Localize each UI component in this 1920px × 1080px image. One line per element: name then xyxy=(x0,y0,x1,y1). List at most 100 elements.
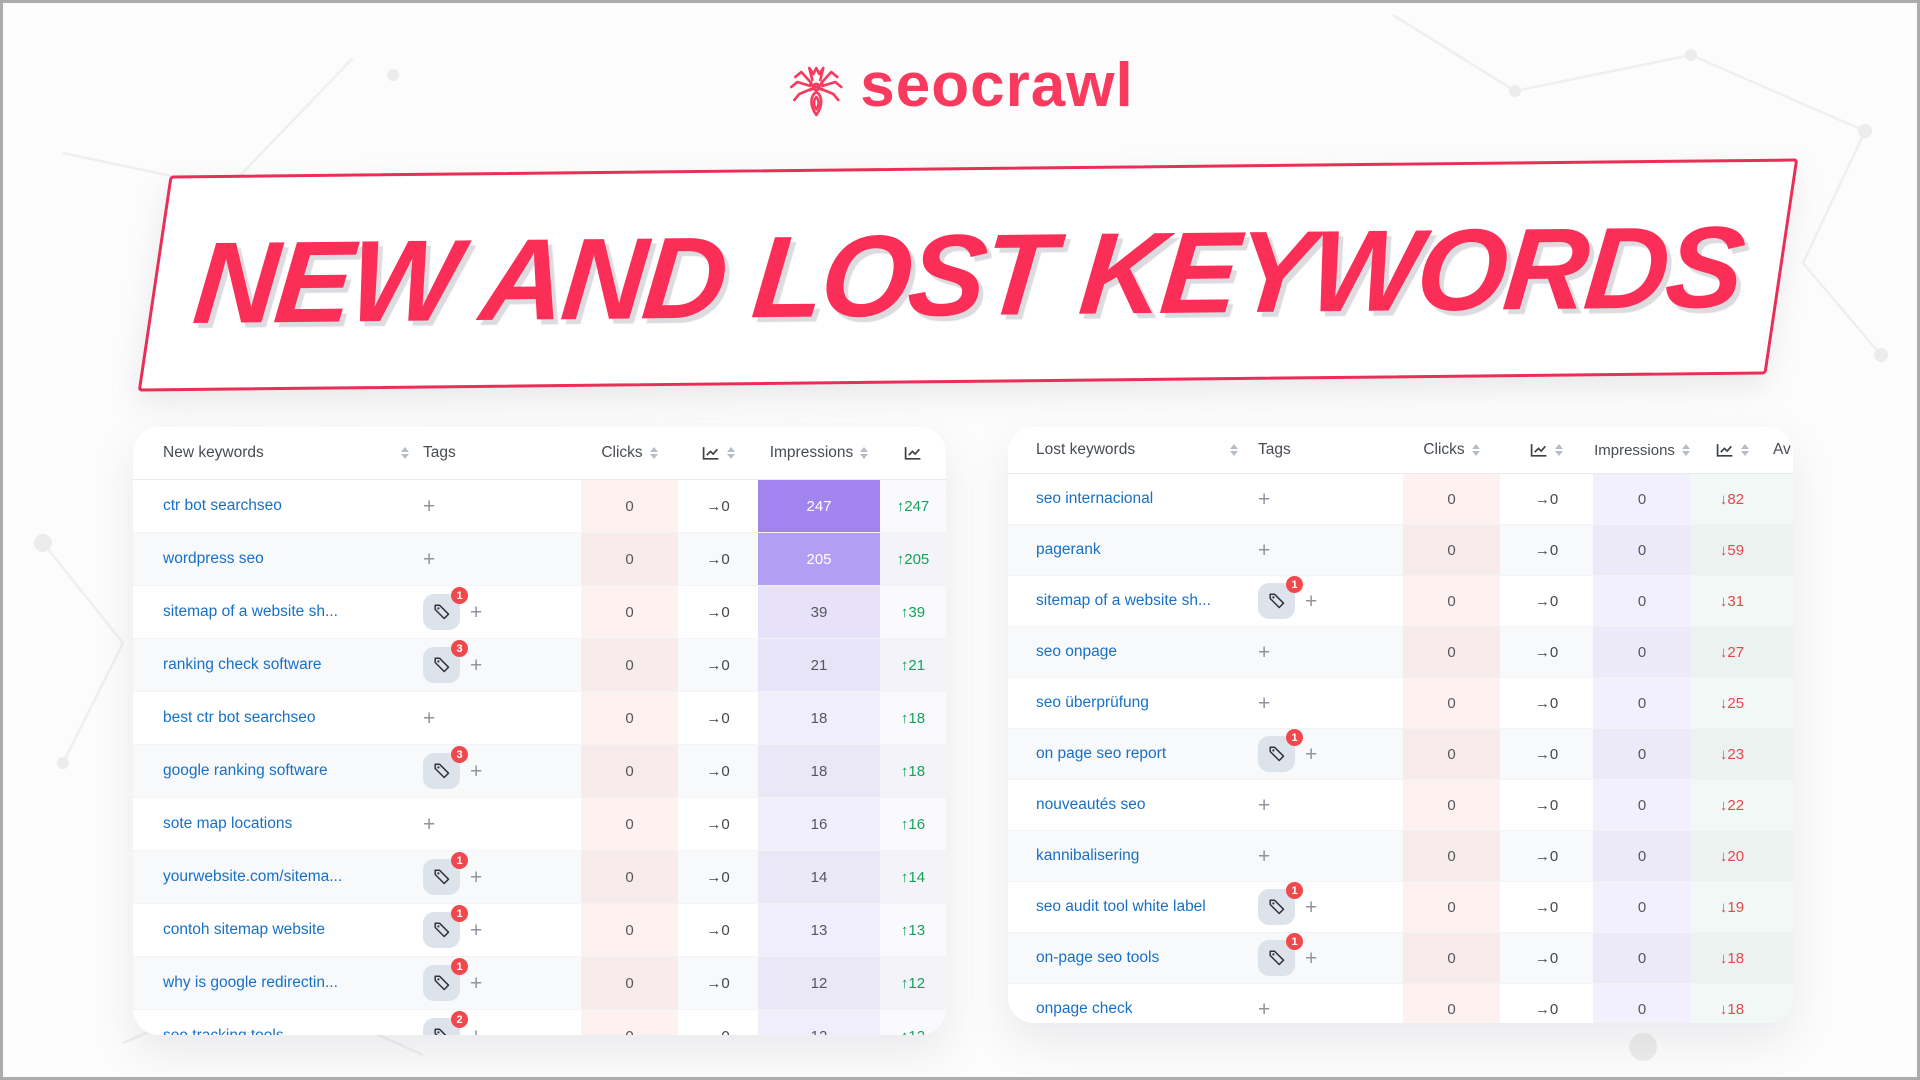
sort-icon[interactable] xyxy=(1740,444,1749,456)
sort-icon[interactable] xyxy=(401,447,409,459)
add-tag-button[interactable]: + xyxy=(1258,538,1271,562)
column-header-clicks[interactable]: Clicks xyxy=(581,427,678,479)
add-tag-button[interactable]: + xyxy=(423,494,436,518)
impressions-value: 247 xyxy=(806,497,832,515)
table-row: best ctr bot searchseo + 0 →0 18 ↑18 xyxy=(133,691,946,744)
keyword-link[interactable]: sitemap of a website sh... xyxy=(1036,592,1211,609)
keyword-link[interactable]: wordpress seo xyxy=(163,550,264,567)
column-header-new-keywords[interactable]: New keywords xyxy=(133,427,423,479)
add-tag-button[interactable]: + xyxy=(1305,742,1318,766)
keyword-link[interactable]: ctr bot searchseo xyxy=(163,497,282,514)
column-label: Tags xyxy=(423,444,456,461)
column-header-clicks-trend[interactable] xyxy=(678,427,758,479)
add-tag-button[interactable]: + xyxy=(1305,946,1318,970)
keyword-link[interactable]: seo audit tool white label xyxy=(1036,898,1206,915)
column-header-impressions[interactable]: Impressions xyxy=(1593,427,1691,473)
tag-icon-button[interactable]: 3 xyxy=(423,640,468,683)
keyword-link[interactable]: nouveautés seo xyxy=(1036,796,1146,813)
keyword-link[interactable]: best ctr bot searchseo xyxy=(163,709,316,726)
clicks-value: 0 xyxy=(1447,490,1456,508)
sort-icon[interactable] xyxy=(1681,444,1690,456)
add-tag-button[interactable]: + xyxy=(470,918,483,942)
column-header-clicks[interactable]: Clicks xyxy=(1403,427,1500,473)
clicks-trend-value: →0 xyxy=(706,709,730,727)
keyword-link[interactable]: seo onpage xyxy=(1036,643,1118,660)
add-tag-button[interactable]: + xyxy=(470,865,483,889)
keyword-link[interactable]: on-page seo tools xyxy=(1036,949,1160,966)
tag-icon-button[interactable]: 1 xyxy=(423,587,468,630)
clicks-trend-value: →0 xyxy=(1534,949,1559,967)
add-tag-button[interactable]: + xyxy=(1258,487,1271,511)
sort-icon[interactable] xyxy=(860,447,869,459)
add-tag-button[interactable]: + xyxy=(470,1026,482,1036)
keyword-link[interactable]: yourwebsite.com/sitema... xyxy=(163,868,343,885)
tag-count-badge: 3 xyxy=(451,640,468,657)
add-tag-button[interactable]: + xyxy=(1305,589,1318,613)
clicks-trend-value: →0 xyxy=(1534,1000,1559,1018)
add-tag-button[interactable]: + xyxy=(470,759,483,783)
keyword-link[interactable]: onpage check xyxy=(1036,1000,1133,1017)
keyword-link[interactable]: seo tracking tools xyxy=(163,1027,284,1035)
tag-icon xyxy=(433,604,449,620)
clicks-value: 0 xyxy=(625,550,634,568)
tag-icon-button[interactable]: 1 xyxy=(423,852,468,895)
sort-icon[interactable] xyxy=(649,447,658,459)
keyword-link[interactable]: why is google redirectin... xyxy=(163,974,338,991)
add-tag-button[interactable]: + xyxy=(423,706,436,730)
impressions-value: 0 xyxy=(1637,898,1647,916)
tag-icon-button[interactable]: 2 xyxy=(423,1011,468,1035)
add-tag-button[interactable]: + xyxy=(1258,793,1271,817)
tag-icon-button[interactable]: 1 xyxy=(1258,729,1303,772)
column-label: Tags xyxy=(1258,441,1291,458)
tag-icon-button[interactable]: 1 xyxy=(423,958,468,1001)
tag-count-badge: 1 xyxy=(1286,882,1303,899)
clicks-value: 0 xyxy=(1447,1000,1456,1018)
column-header-avg-position-clipped[interactable]: Av xyxy=(1773,427,1793,473)
sort-icon[interactable] xyxy=(1555,444,1563,456)
column-header-impressions[interactable]: Impressions xyxy=(758,427,880,479)
keyword-link[interactable]: google ranking software xyxy=(163,762,328,779)
column-header-impressions-trend[interactable] xyxy=(1691,427,1773,473)
add-tag-button[interactable]: + xyxy=(470,600,483,624)
keyword-link[interactable]: on page seo report xyxy=(1036,745,1167,762)
tag-icon-button[interactable]: 1 xyxy=(423,905,468,948)
tag-icon-button[interactable]: 1 xyxy=(1258,882,1303,925)
tag-count-badge: 1 xyxy=(1286,576,1303,593)
column-header-impressions-trend[interactable] xyxy=(880,427,946,479)
add-tag-button[interactable]: + xyxy=(1258,691,1271,715)
impressions-value: 18 xyxy=(810,709,828,727)
table-row: seo tracking tools 2 + 0 →0 12 ↑12 xyxy=(133,1009,946,1035)
tag-icon-button[interactable]: 1 xyxy=(1258,933,1303,976)
table-row: seo internacional + 0 →0 0 ↓82 xyxy=(1008,474,1793,524)
keyword-link[interactable]: ranking check software xyxy=(163,656,322,673)
keyword-link[interactable]: seo internacional xyxy=(1036,490,1154,507)
clicks-value: 0 xyxy=(625,868,634,886)
column-header-tags: Tags xyxy=(423,427,581,479)
add-tag-button[interactable]: + xyxy=(470,971,483,995)
keyword-link[interactable]: sote map locations xyxy=(163,815,293,832)
keyword-link[interactable]: kannibalisering xyxy=(1036,847,1140,864)
tag-icon-button[interactable]: 3 xyxy=(423,746,468,789)
sort-icon[interactable] xyxy=(1230,444,1238,456)
keyword-link[interactable]: sitemap of a website sh... xyxy=(163,603,338,620)
column-header-lost-keywords[interactable]: Lost keywords xyxy=(1008,427,1248,473)
impressions-change: ↓18 xyxy=(1719,949,1745,967)
impressions-value: 13 xyxy=(810,921,828,939)
keyword-link[interactable]: seo überprüfung xyxy=(1036,694,1149,711)
add-tag-button[interactable]: + xyxy=(423,547,436,571)
add-tag-button[interactable]: + xyxy=(1258,997,1271,1021)
column-header-clicks-trend[interactable] xyxy=(1500,427,1593,473)
add-tag-button[interactable]: + xyxy=(423,812,436,836)
line-chart-icon xyxy=(904,447,921,460)
logo-wordmark: seocrawl xyxy=(860,51,1134,120)
add-tag-button[interactable]: + xyxy=(1258,844,1271,868)
add-tag-button[interactable]: + xyxy=(1258,640,1271,664)
add-tag-button[interactable]: + xyxy=(1305,895,1318,919)
add-tag-button[interactable]: + xyxy=(470,653,483,677)
keyword-link[interactable]: contoh sitemap website xyxy=(163,921,325,938)
sort-icon[interactable] xyxy=(726,447,735,459)
column-label: Av xyxy=(1773,441,1791,458)
tag-icon-button[interactable]: 1 xyxy=(1258,576,1303,619)
sort-icon[interactable] xyxy=(1471,444,1480,456)
keyword-link[interactable]: pagerank xyxy=(1036,541,1101,558)
